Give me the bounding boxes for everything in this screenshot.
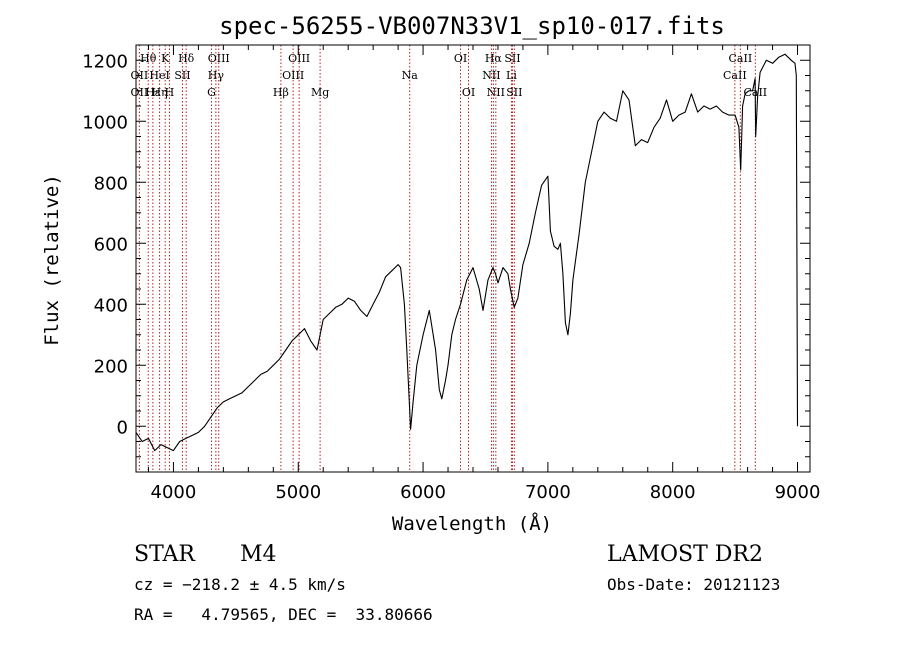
redshift-value: cz = −218.2 ± 4.5 km/s	[134, 575, 346, 594]
object-subclass: M4	[240, 542, 277, 567]
line-marker-label: CaII	[729, 52, 753, 65]
x-tick-label: 9000	[775, 482, 821, 503]
survey-name: LAMOST DR2	[607, 542, 763, 567]
chart-title: spec-56255-VB007N33V1_sp10-017.fits	[219, 12, 725, 40]
line-marker-label: NII	[482, 69, 500, 82]
spectrum-line	[135, 53, 799, 452]
line-marker-label: OIII	[282, 69, 304, 82]
x-tick-label: 7000	[525, 482, 571, 503]
x-tick-label: 8000	[650, 482, 696, 503]
y-axis-label: Flux (relative)	[41, 174, 63, 346]
line-marker-label: NII	[487, 86, 505, 99]
line-marker-label: SII	[506, 86, 522, 99]
y-tick-label: 600	[94, 234, 128, 255]
line-marker-label: Na	[402, 69, 419, 82]
line-marker-label: HeI	[149, 69, 169, 82]
line-marker-label: Hα	[485, 52, 503, 65]
x-axis-ticks: 4000 5000 6000 7000 8000 9000	[147, 45, 821, 503]
line-marker-label: K	[161, 52, 170, 65]
line-marker-label: Mg	[311, 86, 329, 99]
line-marker-label: SII	[174, 69, 190, 82]
x-tick-label: 6000	[400, 482, 446, 503]
x-tick-label: 4000	[151, 482, 197, 503]
spectrum-series	[135, 53, 799, 452]
x-tick-label: 5000	[275, 482, 321, 503]
y-tick-label: 200	[94, 356, 128, 377]
y-tick-label: 0	[117, 417, 128, 438]
line-marker-label: OII	[131, 86, 149, 99]
line-marker-label: SII	[504, 52, 520, 65]
line-marker-label: Hη	[151, 86, 167, 99]
line-marker-label: Hβ	[273, 86, 289, 99]
line-marker-label: Hε	[145, 86, 161, 99]
line-marker-label: OI	[454, 52, 467, 65]
line-marker-label: OI	[462, 86, 475, 99]
line-marker-label: Hθ	[140, 52, 157, 65]
y-tick-label: 1000	[82, 112, 128, 133]
y-axis-ticks: 0 200 400 600 800 1000 1200	[82, 51, 810, 458]
y-tick-label: 800	[94, 173, 128, 194]
line-marker-label: Hγ	[208, 69, 225, 82]
line-marker-label: OIII	[288, 52, 310, 65]
line-marker-label: Li	[506, 69, 517, 82]
y-tick-label: 400	[94, 295, 128, 316]
coordinates: RA = 4.79565, DEC = 33.80666	[134, 605, 433, 624]
line-marker-label: H	[165, 86, 175, 99]
x-axis-label: Wavelength (Å)	[392, 512, 552, 535]
line-marker-label: OIII	[208, 52, 230, 65]
observation-date: Obs-Date: 20121123	[607, 575, 780, 594]
line-marker-label: Hδ	[178, 52, 195, 65]
y-tick-label: 1200	[82, 51, 128, 72]
line-marker-label: CaII	[723, 69, 747, 82]
object-class: STAR	[134, 542, 196, 567]
line-marker-label: G	[207, 86, 216, 99]
